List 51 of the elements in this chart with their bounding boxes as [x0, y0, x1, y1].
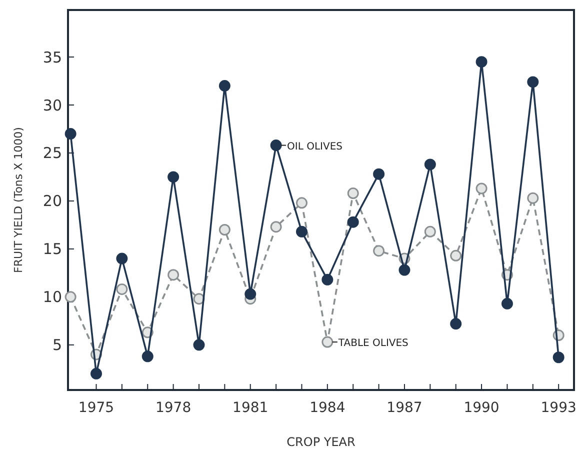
point: [527, 76, 539, 88]
point: [90, 368, 102, 380]
point: [270, 140, 282, 152]
point: [552, 352, 564, 364]
y-tick-label: 10: [42, 288, 62, 306]
x-tick-label: 1993: [540, 400, 576, 416]
y-tick-label: 35: [42, 48, 62, 66]
y-tick-label: 5: [52, 336, 62, 354]
point: [347, 216, 359, 228]
point: [398, 264, 410, 276]
point: [322, 336, 334, 348]
point: [64, 291, 76, 303]
x-tick-label: 1981: [232, 400, 268, 416]
x-tick-label: 1987: [386, 400, 422, 416]
point: [527, 192, 539, 204]
y-tick-label: 25: [42, 144, 62, 162]
point: [218, 80, 230, 92]
point: [296, 197, 308, 209]
x-tick-label: 1975: [78, 400, 114, 416]
point: [116, 283, 128, 295]
point: [476, 182, 488, 194]
y-tick-label: 20: [42, 192, 62, 210]
point: [193, 339, 205, 351]
x-axis-title: CROP YEAR: [286, 435, 356, 449]
point: [322, 274, 334, 286]
point: [373, 168, 385, 180]
point: [373, 245, 385, 257]
x-tick-label: 1984: [310, 400, 346, 416]
point: [142, 350, 154, 362]
point: [501, 298, 513, 310]
series-label: TABLE OLIVES: [337, 338, 408, 350]
point: [116, 252, 128, 264]
point: [218, 224, 230, 236]
series-label: OIL OLIVES: [287, 141, 343, 152]
point: [296, 226, 308, 238]
point: [424, 226, 436, 238]
point: [168, 269, 180, 281]
point: [168, 171, 180, 183]
point: [450, 318, 462, 330]
point: [450, 250, 462, 262]
point: [244, 288, 256, 300]
point: [476, 56, 488, 68]
y-tick-label: 15: [42, 240, 62, 258]
y-tick-label: 30: [42, 96, 62, 114]
point: [64, 128, 76, 140]
point: [347, 188, 359, 200]
y-axis-title: FRUIT YIELD (Tons X 1000): [12, 127, 25, 273]
x-tick-label: 1978: [155, 400, 192, 416]
x-tick-label: 1990: [464, 400, 500, 416]
point: [270, 221, 282, 233]
point: [424, 158, 436, 170]
